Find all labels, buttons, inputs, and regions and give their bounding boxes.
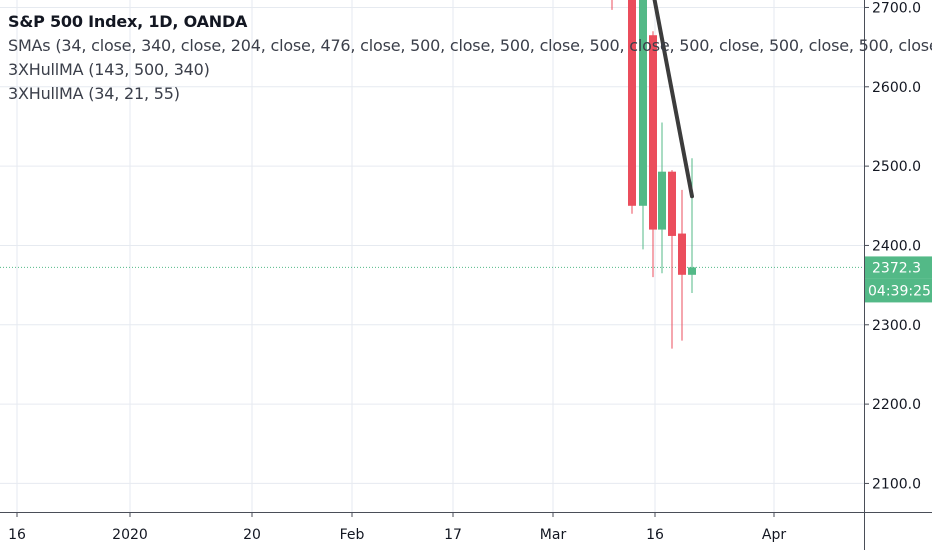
y-tick-label-2300: 2300.0 [872,318,921,334]
countdown-badge-bg [865,278,932,303]
chart-title[interactable]: S&P 500 Index, 1D, OANDA [8,12,248,31]
x-tick-label-2: 20 [243,527,261,543]
y-tick-label-2100: 2100.0 [872,476,921,492]
legend-hullma-34[interactable]: 3XHullMA (34, 21, 55) [8,84,180,103]
x-tick-label-7: Apr [762,527,786,543]
last-price-label: 2372.3 [872,260,921,276]
x-tick-label-4: 17 [444,527,462,543]
candle-2020-03-09 [611,0,613,10]
x-tick-label-6: 16 [646,527,664,543]
x-tick-label-5: Mar [540,527,567,543]
countdown-badge: 04:39:25 [865,278,932,303]
candle-2020-03-20 [688,158,696,294]
candle-body-2020-03-18 [668,171,676,236]
y-tick-label-2700: 2700.0 [872,0,921,16]
countdown-label: 04:39:25 [868,283,931,299]
hull-ma-line [652,0,694,199]
last-price-badge-bg [865,256,932,279]
grid [0,0,864,512]
legend-sma-indicator[interactable]: SMAs (34, close, 340, close, 204, close,… [8,36,932,55]
candle-2020-03-13 [639,0,647,250]
y-tick-label-2600: 2600.0 [872,80,921,96]
candle-body-2020-03-16 [649,35,657,230]
candle-body-2020-03-12 [628,0,636,206]
legend-hullma-143[interactable]: 3XHullMA (143, 500, 340) [8,60,210,79]
candle-body-2020-03-17 [658,171,666,230]
x-tick-label-1: 2020 [112,527,148,543]
candle-2020-03-12 [628,0,636,214]
hull-ma-layer [652,0,694,199]
candle-body-2020-03-13 [639,0,647,206]
candle-body-2020-03-19 [678,233,686,275]
candle-2020-03-17 [658,122,666,274]
y-tick-label-2500: 2500.0 [872,159,921,175]
chart-legend: S&P 500 Index, 1D, OANDA SMAs (34, close… [8,10,932,106]
candle-body-2020-03-20 [688,267,696,275]
candle-2020-03-18 [668,170,676,349]
candle-2020-03-16 [649,31,657,278]
candle-2020-03-19 [678,189,686,341]
last-price-badge: 2372.3 [865,256,932,279]
x-tick-label-3: Feb [340,527,365,543]
candles [611,0,696,349]
y-tick-label-2200: 2200.0 [872,397,921,413]
x-tick-label-0: 16 [8,527,26,543]
y-tick-label-2400: 2400.0 [872,238,921,254]
